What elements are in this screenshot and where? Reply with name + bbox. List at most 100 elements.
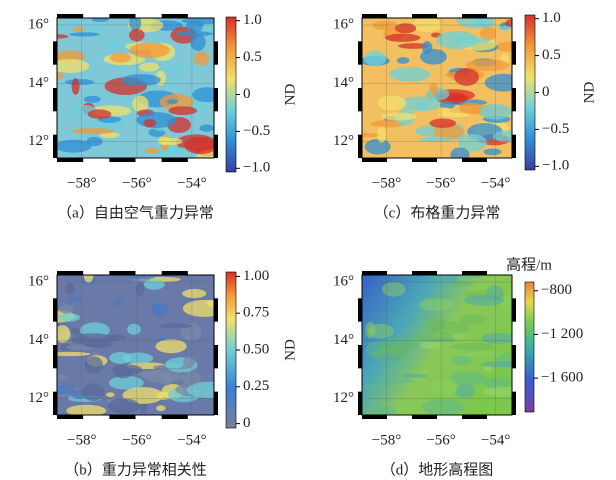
map — [57, 18, 214, 158]
map-texture — [419, 298, 454, 312]
map-texture — [71, 78, 80, 95]
map-texture — [57, 385, 76, 395]
map-texture — [182, 299, 214, 317]
map-texture — [474, 18, 487, 26]
y-tick-label: 16° — [333, 16, 354, 32]
map-texture — [495, 41, 512, 52]
map-texture — [451, 355, 472, 366]
map-texture — [186, 381, 214, 399]
map — [362, 18, 512, 158]
map-texture — [143, 118, 157, 128]
x-tick-label: −56° — [122, 175, 151, 191]
colorbar-tick-label: −1 200 — [541, 326, 583, 342]
map-texture — [127, 323, 141, 335]
x-tick-label: −54° — [177, 432, 206, 448]
frame-band — [362, 415, 387, 419]
colorbar-tick-label: −800 — [541, 282, 572, 298]
map-texture — [449, 371, 487, 386]
frame-band — [109, 14, 136, 18]
map-texture — [431, 378, 458, 397]
frame-band — [53, 88, 57, 112]
map-texture — [107, 398, 140, 414]
frame-band — [57, 158, 84, 162]
map-texture — [57, 139, 92, 153]
map-texture — [66, 296, 84, 302]
map-texture — [57, 325, 71, 343]
colorbar-tick-label: 0 — [243, 415, 251, 431]
map — [57, 275, 214, 415]
map-texture — [168, 106, 198, 116]
map-texture — [184, 136, 214, 155]
x-tick-label: −54° — [481, 175, 510, 191]
map-texture — [99, 132, 120, 139]
map-texture — [132, 95, 149, 113]
map-texture — [438, 107, 451, 114]
map-texture — [121, 74, 161, 86]
map-texture — [155, 339, 187, 354]
map-texture — [422, 399, 466, 415]
map-texture — [372, 20, 398, 31]
frame-band — [362, 158, 387, 162]
map-texture — [106, 392, 115, 398]
frame-band — [358, 134, 362, 158]
map-texture — [380, 112, 417, 121]
frame-band — [358, 345, 362, 369]
map-texture — [156, 405, 166, 412]
map-texture — [419, 136, 453, 143]
frame-band — [512, 391, 516, 415]
frame-band — [53, 345, 57, 369]
frame-band — [161, 158, 188, 162]
frame-band — [53, 41, 57, 65]
map-texture — [70, 333, 115, 346]
map-texture — [127, 275, 156, 280]
frame-band — [161, 271, 188, 275]
map-texture — [484, 376, 511, 390]
map-texture — [394, 23, 417, 34]
frame-band — [358, 391, 362, 415]
map-texture — [151, 302, 169, 317]
map-texture — [136, 112, 177, 128]
frame-band — [512, 88, 516, 112]
map-texture — [183, 356, 196, 368]
map-texture — [362, 132, 382, 138]
colorbar — [524, 14, 536, 171]
colorbar-tick-label: 1.0 — [542, 10, 561, 26]
map-texture — [59, 304, 74, 314]
map-texture — [192, 87, 214, 103]
map-texture — [65, 282, 75, 296]
caption: （b）重力异常相关性 — [64, 461, 207, 478]
frame-band — [412, 271, 437, 275]
frame-band — [214, 134, 218, 158]
frame-band — [161, 14, 188, 18]
map-texture — [440, 101, 456, 109]
map-texture — [70, 327, 81, 336]
map-texture — [377, 126, 386, 143]
map-texture — [366, 383, 389, 391]
y-tick-label: 12° — [28, 133, 49, 149]
map-texture — [420, 340, 441, 350]
map-texture — [389, 66, 431, 82]
x-tick-label: −54° — [177, 175, 206, 191]
map-texture — [84, 356, 103, 374]
map-texture — [484, 73, 512, 92]
frame-band — [358, 88, 362, 112]
map-texture — [135, 281, 145, 297]
map-texture — [398, 43, 430, 49]
map-texture — [483, 148, 502, 156]
map-texture — [181, 18, 214, 25]
map-texture — [363, 50, 387, 66]
map-texture — [444, 275, 458, 285]
colorbar — [524, 281, 535, 413]
map-texture — [364, 138, 391, 155]
map-texture — [83, 275, 94, 283]
frame-band — [512, 345, 516, 369]
x-tick-label: −58° — [372, 432, 401, 448]
map-texture — [91, 18, 109, 22]
colorbar-tick-label: −0.5 — [542, 121, 569, 137]
map-texture — [497, 25, 512, 31]
map-texture — [454, 68, 479, 86]
map-texture — [458, 275, 485, 278]
map-texture — [181, 371, 202, 386]
frame-band — [214, 391, 218, 415]
frame-band — [412, 415, 437, 419]
